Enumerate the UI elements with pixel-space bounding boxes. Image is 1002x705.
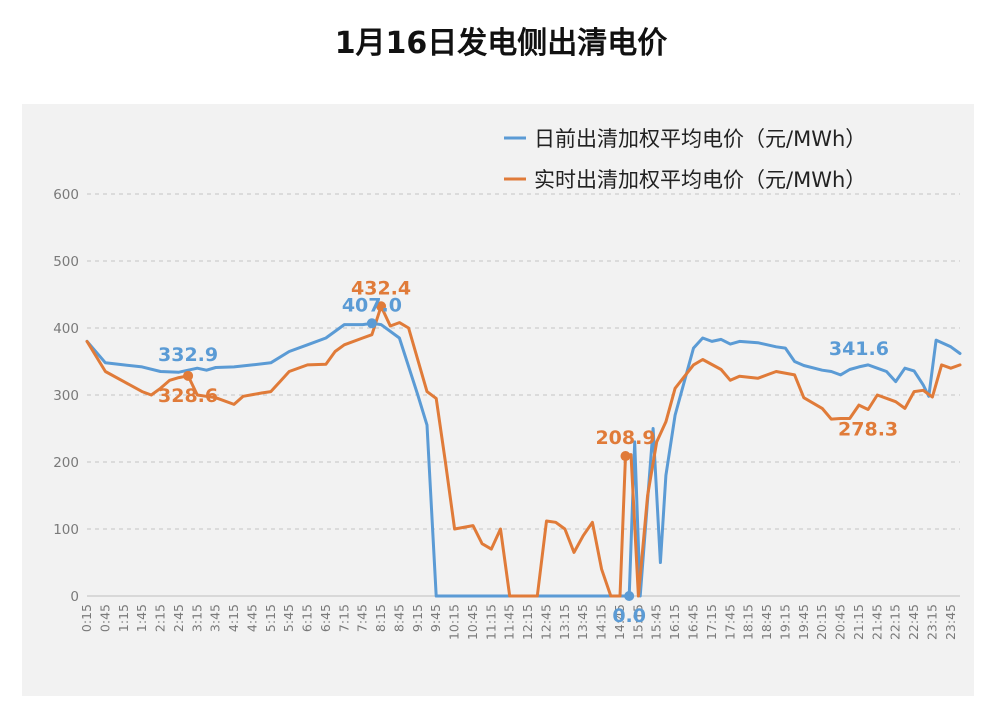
series-lines: [85, 304, 962, 598]
x-tick-label: 21:45: [869, 604, 884, 640]
x-tick-label: 3:15: [189, 604, 204, 632]
data-label: 332.9: [158, 344, 218, 366]
x-tick-label: 7:15: [336, 604, 351, 632]
data-point-marker: [620, 451, 631, 462]
y-tick-label: 100: [53, 522, 79, 538]
series-line-2: [85, 304, 962, 598]
x-tick-label: 16:45: [686, 604, 701, 640]
x-axis: 0:15 0:45 1:15 1:45 2:15 2:45 3:15 3:45 4:15 4:45…: [79, 604, 958, 640]
x-tick-label: 6:45: [318, 604, 333, 632]
x-tick-label: 14:45: [612, 604, 627, 640]
data-point-marker: [624, 591, 635, 601]
x-tick-label: 17:45: [722, 604, 737, 640]
x-tick-label: 13:45: [575, 604, 590, 640]
x-tick-label: 4:45: [244, 604, 259, 632]
series-line-1: [85, 321, 962, 598]
x-tick-label: 8:45: [391, 604, 406, 632]
x-tick-label: 9:45: [428, 604, 443, 632]
x-tick-label: 15:15: [630, 604, 645, 640]
y-tick-label: 300: [53, 388, 79, 404]
x-tick-label: 20:45: [833, 604, 848, 640]
x-tick-label: 18:15: [741, 604, 756, 640]
x-tick-label: 18:45: [759, 604, 774, 640]
x-tick-label: 4:15: [226, 604, 241, 632]
y-tick-label: 400: [53, 321, 79, 337]
data-label: 0.0: [612, 605, 646, 627]
x-tick-label: 2:45: [171, 604, 186, 632]
x-tick-label: 10:45: [465, 604, 480, 640]
x-tick-label: 5:45: [281, 604, 296, 632]
x-tick-label: 10:15: [447, 604, 462, 640]
data-label: 278.3: [838, 419, 898, 441]
x-tick-label: 6:15: [300, 604, 315, 632]
x-tick-label: 11:45: [502, 604, 517, 640]
y-tick-label: 600: [53, 187, 79, 203]
x-tick-label: 23:45: [943, 604, 958, 640]
data-label: 328.6: [158, 385, 218, 407]
x-tick-label: 22:45: [906, 604, 921, 640]
data-markers: [183, 301, 635, 601]
x-tick-label: 7:45: [355, 604, 370, 632]
x-tick-label: 21:15: [851, 604, 866, 640]
y-tick-label: 200: [53, 455, 79, 471]
legend-label-1: 日前出清加权平均电价（元/MWh）: [534, 127, 866, 151]
data-point-marker: [366, 318, 377, 329]
x-tick-label: 2:15: [153, 604, 168, 632]
x-tick-label: 12:15: [520, 604, 535, 640]
x-tick-label: 16:15: [667, 604, 682, 640]
x-tick-label: 11:15: [483, 604, 498, 640]
x-tick-label: 13:15: [557, 604, 572, 640]
legend-label-2: 实时出清加权平均电价（元/MWh）: [534, 168, 866, 192]
x-tick-label: 3:45: [208, 604, 223, 632]
x-tick-label: 19:45: [796, 604, 811, 640]
x-tick-label: 23:15: [924, 604, 939, 640]
x-tick-label: 20:15: [814, 604, 829, 640]
x-tick-label: 17:15: [704, 604, 719, 640]
x-tick-label: 12:45: [538, 604, 553, 640]
x-tick-label: 5:15: [263, 604, 278, 632]
x-tick-label: 1:15: [116, 604, 131, 632]
data-point-marker: [183, 370, 194, 381]
data-label: 208.9: [595, 427, 655, 449]
y-tick-label: 500: [53, 254, 79, 270]
data-point-marker: [376, 301, 387, 312]
x-tick-label: 14:15: [594, 604, 609, 640]
data-labels: 332.9 407.0 341.6 0.0 328.6 432.4 208.9 278.3: [158, 277, 898, 627]
y-axis: 0 100 200 300 400 500 600: [53, 187, 79, 605]
line-chart: 0 100 200 300 400 500 600 0:15 0:45 1:15 1:45 2:15…: [53, 127, 962, 640]
x-tick-label: 19:15: [777, 604, 792, 640]
x-tick-label: 0:45: [97, 604, 112, 632]
x-tick-label: 0:15: [79, 604, 94, 632]
x-tick-label: 1:45: [134, 604, 149, 632]
data-label: 432.4: [351, 277, 411, 299]
data-label: 341.6: [829, 338, 889, 360]
x-tick-label: 9:15: [410, 604, 425, 632]
x-tick-label: 8:15: [373, 604, 388, 632]
chart-title: 1月16日发电侧出清电价: [334, 26, 668, 61]
chart-area: 0 100 200 300 400 500 600 0:15 0:45 1:15 1:45 2:15…: [22, 104, 974, 696]
y-tick-label: 0: [70, 589, 79, 605]
data-label: 407.0: [342, 294, 402, 316]
x-tick-label: 15:45: [649, 604, 664, 640]
x-tick-label: 22:15: [888, 604, 903, 640]
legend: 日前出清加权平均电价（元/MWh） 实时出清加权平均电价（元/MWh）: [504, 127, 866, 192]
